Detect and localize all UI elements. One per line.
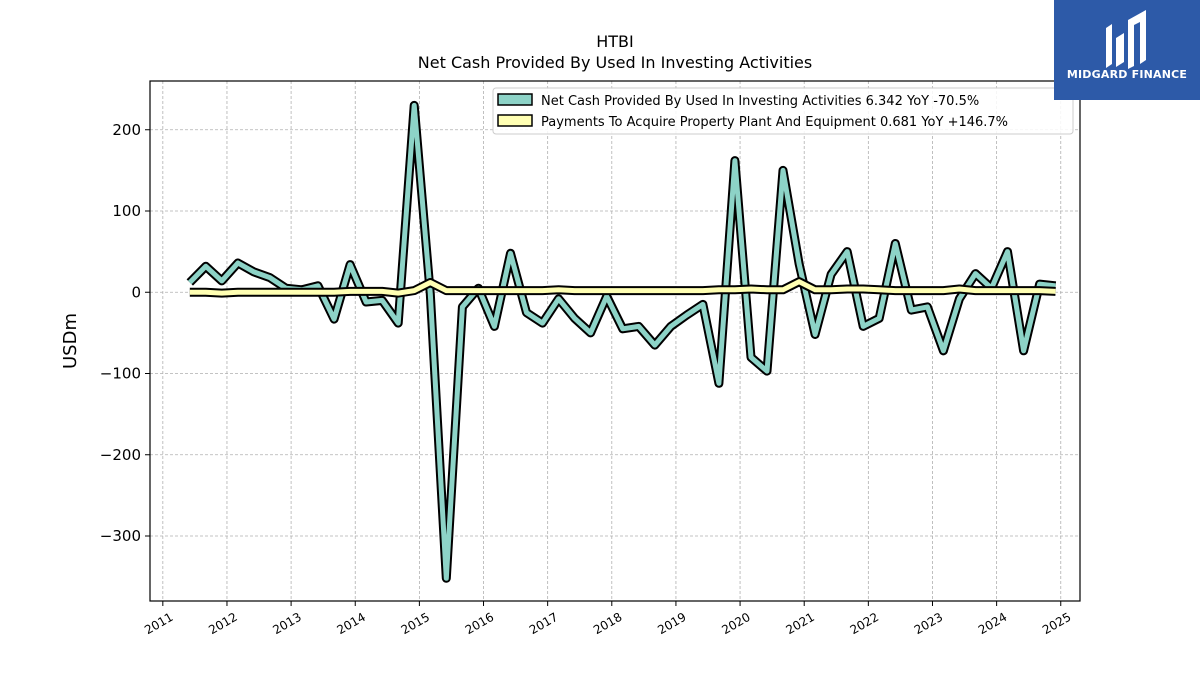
x-tick-label: 2021	[783, 610, 816, 637]
plot-frame	[149, 80, 1081, 602]
x-tick-label: 2014	[335, 610, 368, 637]
x-tick-label: 2017	[527, 610, 560, 637]
x-tick-label: 2011	[142, 610, 175, 637]
x-tick-label: 2013	[270, 610, 303, 637]
x-tick-label: 2012	[206, 610, 239, 637]
series-2	[189, 277, 1056, 298]
legend-swatch	[497, 114, 533, 127]
x-tick-label: 2016	[463, 610, 496, 637]
x-tick-label: 2015	[399, 610, 432, 637]
x-tick-label: 2018	[591, 610, 624, 637]
series-1	[186, 100, 1057, 583]
legend-label: Payments To Acquire Property Plant And E…	[541, 115, 1008, 130]
y-tick-label: −100	[100, 365, 141, 383]
y-tick-label: −200	[100, 446, 141, 464]
legend-label: Net Cash Provided By Used In Investing A…	[541, 94, 979, 109]
legend: Net Cash Provided By Used In Investing A…	[492, 87, 1074, 135]
y-axis: 200 100 0 −100 −200 −300	[100, 121, 150, 545]
legend-swatch	[497, 93, 533, 106]
chart-title: HTBI	[596, 32, 634, 51]
series-line	[188, 102, 1056, 581]
y-tick-label: 0	[131, 283, 141, 301]
y-tick-label: −300	[100, 527, 141, 545]
y-tick-label: 200	[112, 121, 141, 139]
legend-box	[492, 87, 1074, 135]
chart-subtitle: Net Cash Provided By Used In Investing A…	[418, 53, 812, 72]
logo-mark-icon	[1106, 10, 1146, 69]
series-line	[189, 279, 1056, 296]
logo-text: MIDGARD FINANCE	[1066, 68, 1188, 81]
y-tick-label: 100	[112, 202, 141, 220]
x-tick-label: 2024	[976, 610, 1009, 637]
y-axis-label: USDm	[60, 313, 81, 369]
midgard-finance-logo: MIDGARD FINANCE	[1054, 0, 1200, 100]
x-tick-label: 2020	[719, 610, 752, 637]
series-line-outline	[186, 100, 1057, 583]
x-tick-label: 2019	[655, 610, 688, 637]
x-tick-label: 2022	[848, 610, 881, 637]
series-layer	[186, 100, 1057, 583]
grid	[150, 81, 1080, 601]
x-axis: 2011 2012 2013 2014 2015 2016 2017 2018 2019 2020…	[142, 601, 1073, 637]
x-tick-label: 2025	[1040, 610, 1073, 637]
x-tick-label: 2023	[912, 610, 945, 637]
